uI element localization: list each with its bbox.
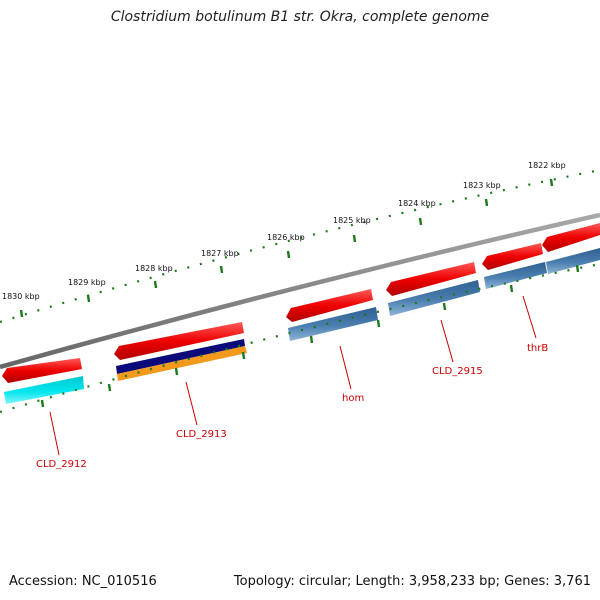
- cds-cld-2913-navy: [116, 339, 245, 374]
- cds-next: [546, 248, 600, 274]
- gene-arrow-next: [542, 223, 600, 252]
- gene-label-thrb: thrB: [527, 343, 548, 354]
- ruler-label-1827: 1827 kbp: [201, 249, 239, 258]
- tick-1822: [549, 178, 554, 187]
- cds-cld-2915: [388, 280, 480, 316]
- map-title: Clostridium botulinum B1 str. Okra, comp…: [110, 9, 490, 25]
- gene-arrow-thrb: [482, 243, 543, 270]
- label-leaders: [49, 295, 537, 456]
- genome-stats-text: Topology: circular; Length: 3,958,233 bp…: [233, 574, 591, 589]
- tick-1823: [484, 198, 489, 207]
- leader-thrb: [522, 295, 537, 339]
- ruler-label-1825: 1825 kbp: [333, 216, 371, 225]
- gene-label-cld-2913: CLD_2913: [176, 429, 227, 440]
- leader-cld-2913: [185, 381, 198, 426]
- tick-1830: [19, 309, 24, 318]
- leader-cld-2912: [49, 411, 60, 456]
- outer-ruler-major-ticks: [19, 178, 554, 318]
- ruler-label-1823: 1823 kbp: [463, 181, 501, 190]
- cds-thrb: [484, 262, 547, 289]
- ruler-label-1830: 1830 kbp: [2, 292, 40, 301]
- ruler-label-1824: 1824 kbp: [398, 199, 436, 208]
- accession-text: Accession: NC_010516: [9, 574, 157, 589]
- gene-arrows: [2, 223, 600, 383]
- cds-cld-2912: [4, 376, 84, 404]
- ruler-label-1826: 1826 kbp: [267, 233, 305, 242]
- inner-ruler-major-ticks: [40, 264, 580, 408]
- cds-features: [4, 248, 600, 404]
- ruler-label-1828: 1828 kbp: [135, 264, 173, 273]
- gene-label-cld-2915: CLD_2915: [432, 366, 483, 377]
- ruler-label-1829: 1829 kbp: [68, 278, 106, 287]
- leader-hom: [339, 345, 352, 390]
- gene-labels: CLD_2912 CLD_2913 hom CLD_2915 thrB: [36, 343, 548, 470]
- tick-1829: [86, 294, 91, 303]
- ruler-label-1822: 1822 kbp: [528, 161, 566, 170]
- gene-label-cld-2912: CLD_2912: [36, 459, 87, 470]
- gene-arrow-cld-2915: [386, 262, 476, 296]
- leader-cld-2915: [440, 319, 454, 363]
- cds-hom: [288, 307, 378, 341]
- gene-arrow-cld-2913: [114, 322, 244, 360]
- tick-1826: [286, 250, 291, 259]
- gene-arrow-hom: [286, 289, 373, 322]
- tick-1828: [153, 280, 158, 289]
- tick-1825: [352, 234, 357, 243]
- outer-ruler-minor-ticks: [0, 168, 600, 324]
- tick-1824: [418, 217, 423, 226]
- gene-label-hom: hom: [342, 393, 364, 404]
- tick-1827: [219, 265, 224, 274]
- genome-backbone: [0, 212, 600, 370]
- gene-arrow-cld-2912: [2, 358, 82, 383]
- cds-cld-2913-orange: [117, 346, 247, 381]
- ruler-labels: 1830 kbp 1829 kbp 1828 kbp 1827 kbp 1826…: [2, 161, 566, 301]
